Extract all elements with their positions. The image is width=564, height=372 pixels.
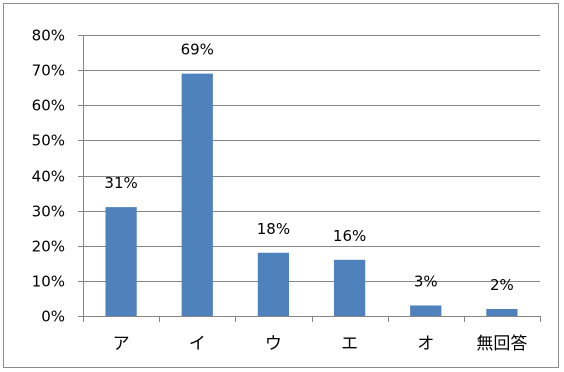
y-tick-label: 20% [32,238,65,256]
y-tick-label: 80% [32,27,65,45]
data-label: 18% [257,220,290,238]
category-label: 無回答 [476,334,527,354]
bar [257,252,290,316]
y-tick-label: 70% [32,62,65,80]
data-label: 2% [490,276,514,294]
category-label: エ [341,334,358,354]
y-tick-label: 30% [32,203,65,221]
bar [486,308,518,316]
category-label: ア [113,334,130,354]
y-tick-label: 0% [41,308,65,326]
data-label: 69% [181,41,214,59]
data-label: 31% [104,174,137,192]
data-label: 3% [414,272,438,290]
bar [410,305,442,316]
category-label: ウ [265,334,282,354]
y-tick-label: 40% [32,168,65,186]
bar [333,259,366,316]
bar [105,207,137,316]
data-label: 16% [333,227,366,245]
bar [181,73,213,316]
y-tick-label: 10% [32,273,65,291]
category-label: イ [189,334,206,354]
category-label: オ [417,334,434,354]
y-tick-label: 50% [32,132,65,150]
y-tick-label: 60% [32,97,65,115]
